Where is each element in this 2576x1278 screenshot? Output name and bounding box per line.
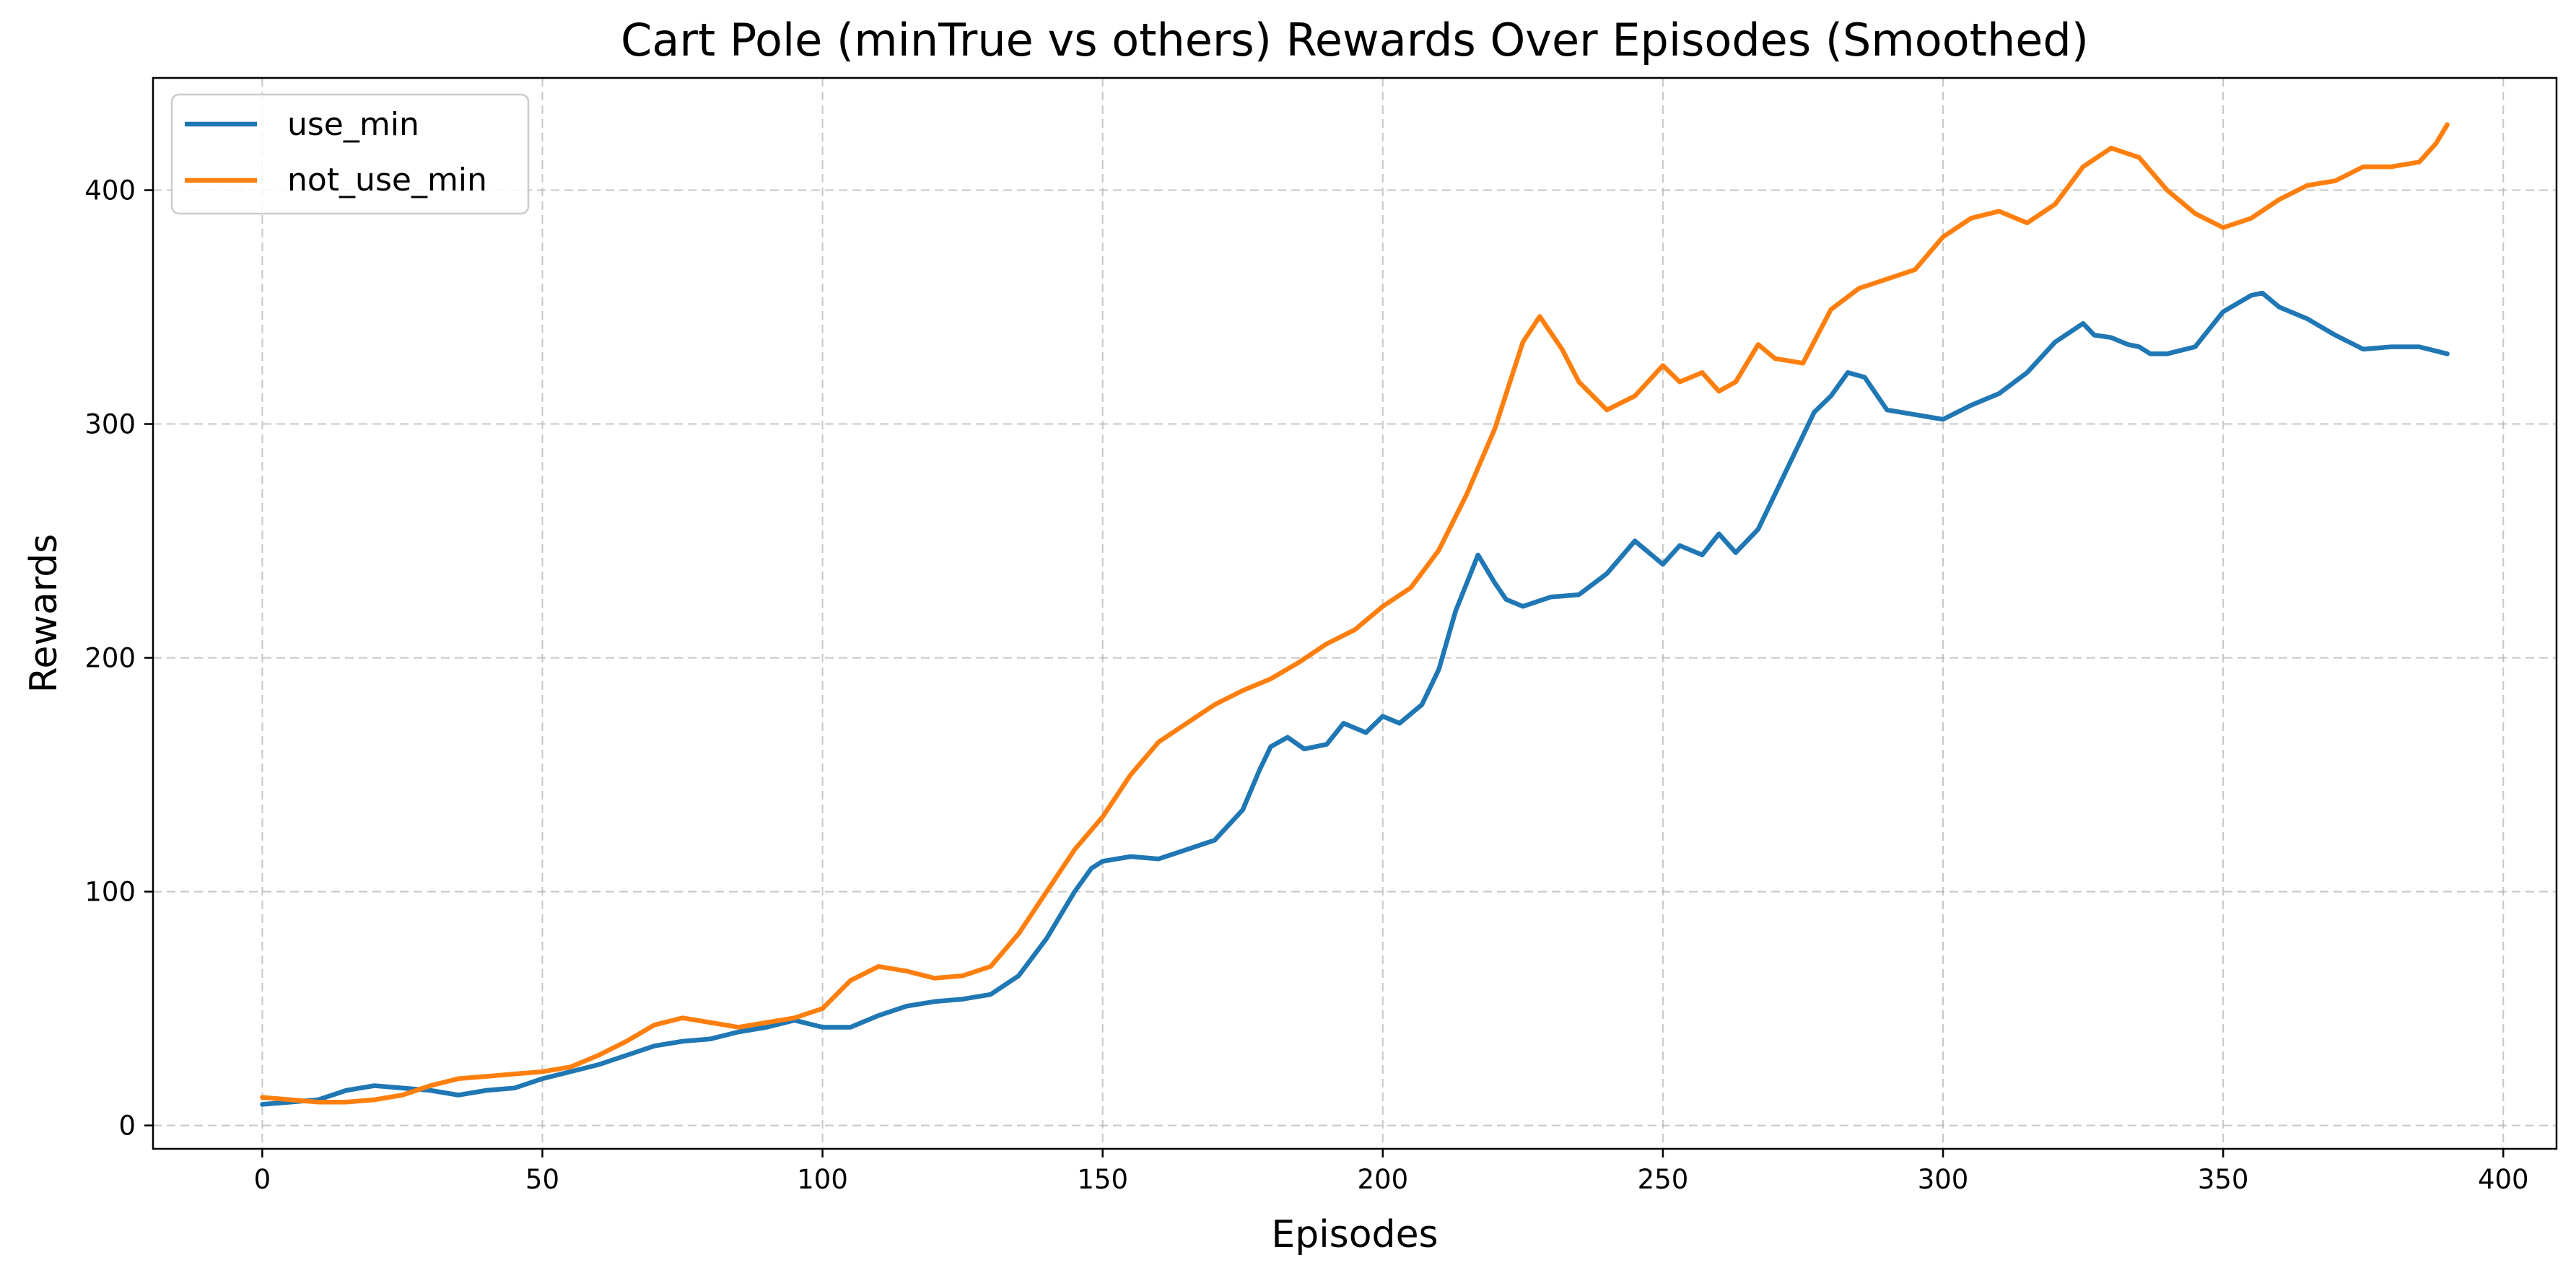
x-tick-label: 50 xyxy=(525,1164,559,1195)
y-tick-label: 100 xyxy=(84,877,136,908)
y-tick-label: 400 xyxy=(84,175,136,206)
plot-frame xyxy=(152,76,2558,1150)
x-axis-label: Episodes xyxy=(1271,1213,1438,1256)
x-axis: 0 50 100 150 200 250 300 350 400 xyxy=(254,1149,2529,1195)
legend-box xyxy=(170,93,530,215)
grid xyxy=(153,78,2557,1149)
x-tick-label: 0 xyxy=(254,1164,271,1195)
y-tick-label: 300 xyxy=(84,409,136,440)
y-tick-label: 200 xyxy=(84,643,136,674)
x-tick-label: 200 xyxy=(1357,1164,1408,1195)
legend-label-not-use-min: not_use_min xyxy=(287,162,487,198)
x-tick-label: 300 xyxy=(1918,1164,1969,1195)
series-layer xyxy=(260,122,2450,1107)
series-line-not-use-min xyxy=(260,122,2450,1105)
series-line-use-min xyxy=(260,290,2450,1107)
chart-title: Cart Pole (minTrue vs others) Rewards Ov… xyxy=(621,14,2089,66)
y-axis: 0 100 200 300 400 xyxy=(84,175,153,1142)
x-tick-label: 400 xyxy=(2478,1164,2529,1195)
x-tick-label: 150 xyxy=(1077,1164,1128,1195)
y-tick-label: 0 xyxy=(118,1111,136,1142)
x-tick-label: 100 xyxy=(797,1164,848,1195)
legend: use_min not_use_min xyxy=(170,93,530,215)
legend-label-use-min: use_min xyxy=(287,106,419,143)
x-tick-label: 350 xyxy=(2198,1164,2249,1195)
y-axis-label: Rewards xyxy=(22,534,66,693)
x-tick-label: 250 xyxy=(1638,1164,1689,1195)
